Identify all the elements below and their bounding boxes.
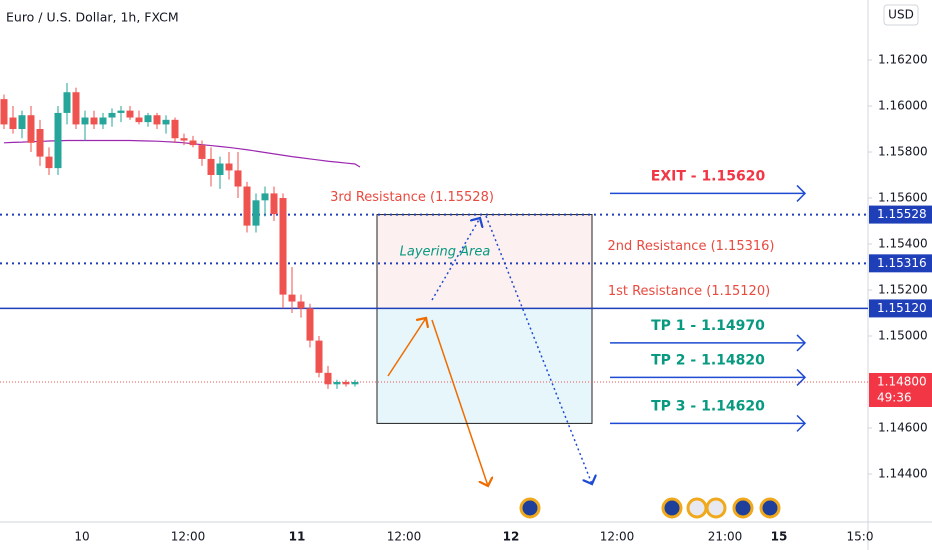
candle-body bbox=[171, 119, 179, 139]
y-tick-label: 1.16000 bbox=[878, 99, 928, 113]
candle-body bbox=[108, 112, 116, 118]
candle-body bbox=[162, 119, 170, 125]
x-tick-label: 12:00 bbox=[387, 530, 422, 544]
candle-body bbox=[288, 294, 296, 302]
candle-body bbox=[198, 145, 206, 159]
currency-badge bbox=[883, 4, 919, 26]
candle-body bbox=[234, 170, 242, 187]
x-tick-label: 11 bbox=[289, 530, 306, 544]
target-arrowhead bbox=[796, 368, 807, 386]
y-tick-label: 1.15000 bbox=[878, 329, 928, 343]
y-tick-label: 1.15800 bbox=[878, 145, 928, 159]
candle-body bbox=[243, 186, 251, 226]
resistance-label: 2nd Resistance (1.15316) bbox=[608, 239, 775, 254]
candle-body bbox=[72, 92, 80, 125]
candle-body bbox=[342, 382, 350, 385]
price-badge bbox=[869, 254, 932, 273]
x-tick-label: 12:00 bbox=[171, 530, 206, 544]
candle-body bbox=[252, 200, 260, 226]
candle-body bbox=[81, 117, 89, 125]
currency: USD bbox=[888, 8, 914, 22]
candle-body bbox=[180, 138, 188, 141]
x-tick-label: 10 bbox=[74, 530, 89, 544]
candle-body bbox=[0, 99, 8, 125]
price-badge bbox=[869, 205, 932, 224]
candle-body bbox=[36, 129, 44, 157]
target-label: TP 2 - 1.14820 bbox=[651, 352, 765, 368]
y-tick-label: 1.14400 bbox=[878, 467, 928, 481]
candle-body bbox=[324, 372, 332, 385]
candle-body bbox=[270, 193, 278, 215]
candle-body bbox=[333, 382, 341, 385]
countdown: 49:36 bbox=[877, 391, 912, 405]
zone-lower bbox=[377, 308, 592, 424]
x-tick-label: 12 bbox=[503, 530, 520, 544]
y-tick-label: 1.14600 bbox=[878, 421, 928, 435]
candle-body bbox=[189, 140, 197, 146]
y-tick-label: 1.16200 bbox=[878, 53, 928, 67]
candle-body bbox=[18, 115, 26, 130]
candle-body bbox=[45, 156, 53, 169]
current-price-badge bbox=[869, 373, 932, 408]
candle-body bbox=[315, 340, 323, 373]
x-tick-label: 21:00 bbox=[708, 530, 743, 544]
price-badge-label: 1.15120 bbox=[877, 301, 927, 315]
target-arrowhead bbox=[796, 184, 807, 202]
candle-body bbox=[351, 382, 359, 385]
target-arrowhead bbox=[796, 334, 807, 352]
candle-body bbox=[90, 117, 98, 125]
candle-body bbox=[306, 308, 314, 341]
candle-body bbox=[135, 117, 143, 123]
price-badge bbox=[869, 299, 932, 318]
background bbox=[377, 214, 592, 424]
candle-body bbox=[261, 193, 269, 201]
x-tick-label: 12:00 bbox=[600, 530, 635, 544]
y-tick-label: 1.15200 bbox=[878, 283, 928, 297]
candle-body bbox=[207, 158, 215, 176]
drawn-arrow bbox=[387, 318, 426, 377]
candle-body bbox=[117, 110, 125, 113]
target-label: EXIT - 1.15620 bbox=[651, 168, 766, 184]
candle-body bbox=[99, 117, 107, 125]
y-tick-label: 1.15600 bbox=[878, 191, 928, 205]
candle-body bbox=[9, 117, 17, 130]
drawn-arrow bbox=[431, 218, 480, 301]
candle-body bbox=[153, 115, 161, 125]
candle-body bbox=[63, 92, 71, 113]
current-price-label: 1.14800 bbox=[877, 375, 927, 389]
candle-body bbox=[279, 198, 287, 295]
x-tick-label: 15:0 bbox=[847, 530, 874, 544]
x-tick-label: 15 bbox=[771, 530, 788, 544]
price-badge-label: 1.15528 bbox=[877, 207, 927, 221]
candle-body bbox=[27, 115, 35, 143]
resistance-label: 3rd Resistance (1.15528) bbox=[330, 190, 494, 205]
y-tick-label: 1.15400 bbox=[878, 237, 928, 251]
resistance-label: 1st Resistance (1.15120) bbox=[608, 284, 770, 299]
event-icons bbox=[519, 497, 781, 519]
drawn-arrow bbox=[431, 319, 488, 486]
target-label: TP 3 - 1.14620 bbox=[651, 398, 765, 414]
zone-border bbox=[376, 214, 593, 424]
candle-body bbox=[225, 163, 233, 171]
candle-body bbox=[216, 163, 224, 176]
target-label: TP 1 - 1.14970 bbox=[651, 318, 765, 334]
target-arrowhead bbox=[796, 414, 807, 432]
annotation: Layering Area bbox=[400, 245, 491, 260]
chart-title: Euro / U.S. Dollar, 1h, FXCM bbox=[6, 10, 179, 25]
zone-upper bbox=[377, 214, 592, 309]
drawn-arrow bbox=[485, 215, 592, 484]
price-badge-label: 1.15316 bbox=[877, 256, 927, 270]
candle-body bbox=[54, 112, 62, 169]
candle-body bbox=[297, 301, 305, 309]
candle-body bbox=[126, 110, 134, 118]
candle-body bbox=[144, 115, 152, 123]
